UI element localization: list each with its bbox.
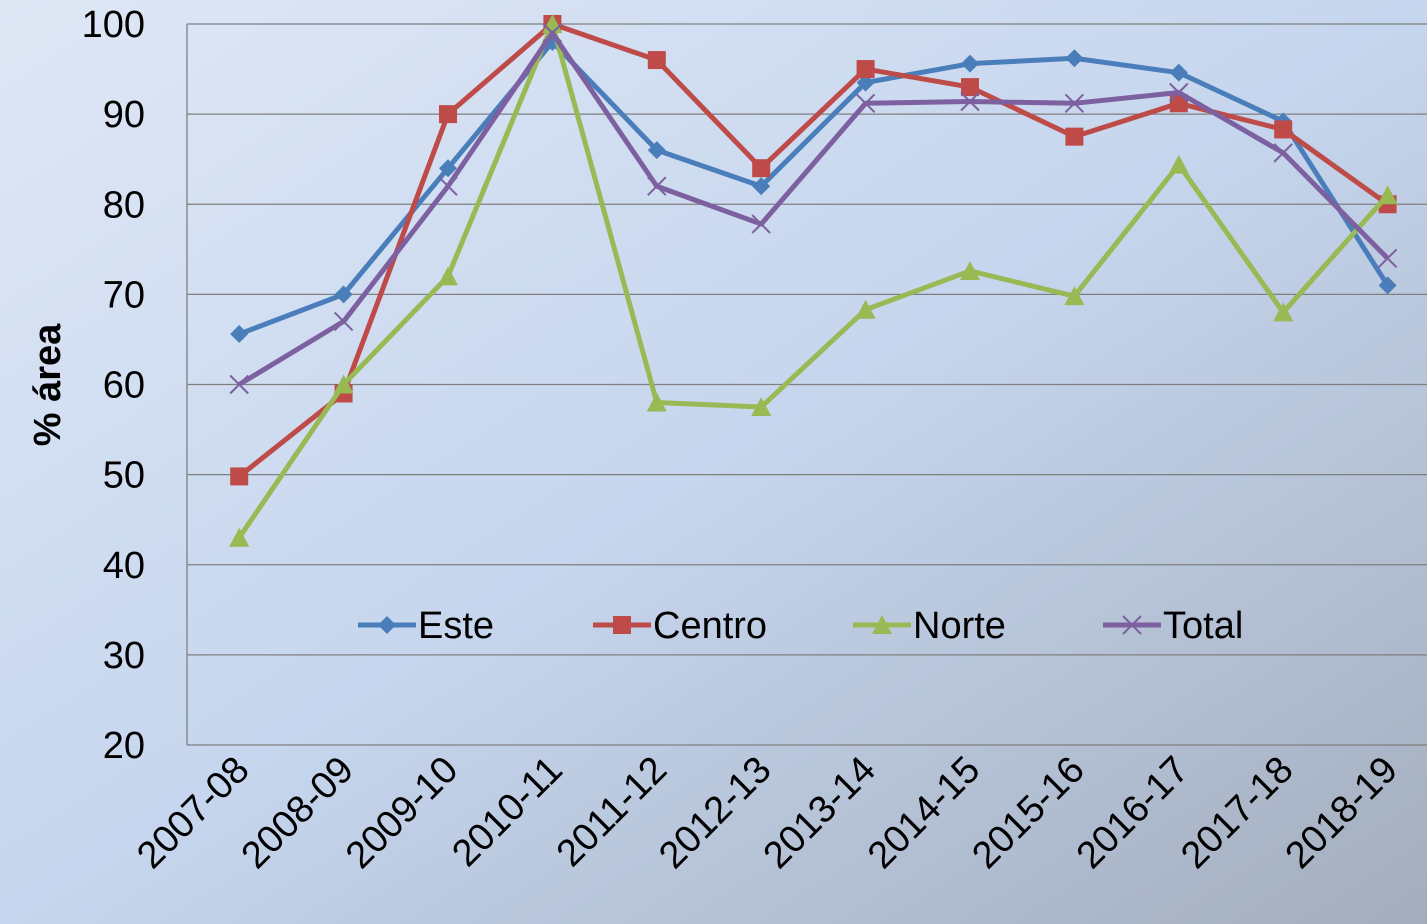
series-line bbox=[237, 30, 1390, 387]
marker bbox=[1168, 154, 1189, 174]
legend-marker bbox=[1122, 615, 1142, 635]
marker bbox=[960, 260, 980, 280]
marker bbox=[1169, 82, 1189, 103]
marker bbox=[856, 60, 875, 79]
series-line bbox=[237, 21, 1390, 540]
marker bbox=[1064, 286, 1085, 306]
marker bbox=[1169, 94, 1188, 113]
marker bbox=[1274, 120, 1293, 139]
marker bbox=[751, 214, 771, 234]
marker bbox=[1378, 276, 1397, 295]
marker bbox=[961, 78, 979, 97]
marker bbox=[1065, 49, 1084, 68]
legend-label: Centro bbox=[653, 605, 767, 647]
marker bbox=[333, 311, 354, 332]
legend-marker bbox=[378, 616, 396, 634]
marker bbox=[647, 51, 666, 70]
y-tick-label: 70 bbox=[103, 274, 145, 316]
marker bbox=[1064, 93, 1085, 114]
marker bbox=[334, 285, 353, 304]
marker bbox=[542, 23, 563, 43]
marker bbox=[961, 54, 979, 73]
y-tick-label: 90 bbox=[103, 94, 145, 136]
marker bbox=[230, 467, 249, 486]
legend-label: Este bbox=[418, 605, 494, 647]
y-tick-label: 40 bbox=[103, 545, 145, 587]
legend-marker bbox=[872, 615, 892, 634]
y-tick-label: 80 bbox=[103, 184, 145, 226]
marker bbox=[438, 176, 458, 196]
series-line bbox=[237, 21, 1390, 479]
y-tick-label: 20 bbox=[103, 725, 145, 767]
y-axis-label: % área bbox=[27, 323, 69, 446]
marker bbox=[647, 141, 666, 160]
series bbox=[230, 33, 1397, 344]
legend-label: Norte bbox=[913, 605, 1006, 647]
marker bbox=[230, 325, 249, 344]
series-line bbox=[238, 39, 1390, 337]
marker bbox=[1169, 63, 1188, 82]
marker bbox=[229, 374, 249, 395]
marker bbox=[229, 527, 250, 547]
marker bbox=[855, 299, 876, 319]
marker bbox=[855, 93, 876, 114]
legend-label: Total bbox=[1163, 605, 1243, 647]
y-tick-label: 50 bbox=[103, 455, 145, 497]
y-tick-label: 30 bbox=[103, 635, 145, 677]
marker bbox=[752, 177, 771, 196]
marker bbox=[438, 266, 458, 286]
y-tick-label: 100 bbox=[82, 4, 145, 46]
y-tick-label: 60 bbox=[103, 365, 145, 407]
marker bbox=[752, 159, 771, 178]
marker bbox=[1377, 185, 1398, 205]
marker bbox=[646, 392, 667, 412]
marker bbox=[856, 73, 875, 92]
marker bbox=[439, 105, 457, 124]
marker bbox=[751, 397, 772, 417]
marker bbox=[333, 374, 354, 394]
series bbox=[229, 23, 1398, 395]
marker bbox=[1377, 248, 1398, 269]
marker bbox=[647, 176, 667, 196]
marker bbox=[1273, 302, 1294, 322]
marker bbox=[1273, 143, 1293, 163]
marker bbox=[439, 159, 457, 178]
marker bbox=[1065, 127, 1084, 146]
legend-marker bbox=[613, 616, 631, 634]
marker bbox=[960, 91, 980, 112]
